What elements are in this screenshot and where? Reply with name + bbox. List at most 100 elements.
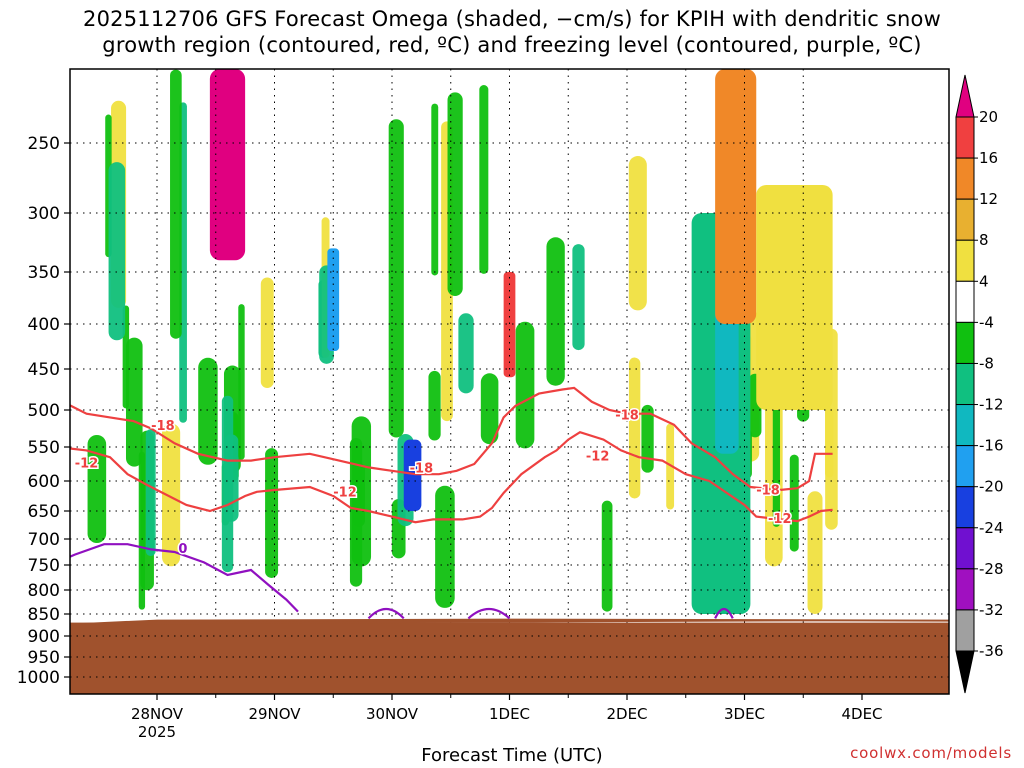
y-tick-label: 950 <box>28 648 60 668</box>
ground-fill <box>70 622 949 694</box>
colorbar-label: 16 <box>979 149 998 167</box>
y-tick-label: 750 <box>28 556 60 576</box>
colorbar-label: -8 <box>979 354 994 372</box>
y-tick-label: 450 <box>28 360 60 380</box>
contour-label: -18 <box>756 484 780 499</box>
y-tick-label: 400 <box>28 315 60 335</box>
colorbar-swatch <box>955 280 975 323</box>
x-tick-label: 1DEC <box>489 705 530 723</box>
omega-feature <box>715 303 739 454</box>
y-tick-label: 300 <box>28 204 60 224</box>
colorbar-legend: 20 16 12 8 4 -4 -8 -12 -16 -20 -24 -28 -32 -36 <box>955 74 1004 694</box>
omega-cell <box>807 491 823 614</box>
colorbar-bottom-arrow <box>955 650 975 694</box>
x-tick-label: 3DEC <box>724 705 765 723</box>
colorbar-swatch <box>955 568 975 611</box>
omega-cell <box>458 313 474 394</box>
omega-cell <box>628 156 647 311</box>
omega-cell <box>388 119 404 438</box>
y-tick-label: 850 <box>28 605 60 625</box>
colorbar-label: -24 <box>979 519 1004 537</box>
omega-feature <box>715 69 757 324</box>
colorbar-top-arrow <box>955 74 975 118</box>
colorbar-label: -28 <box>979 560 1004 578</box>
omega-cell <box>789 454 799 552</box>
colorbar-label: -12 <box>979 396 1004 414</box>
colorbar-label: -20 <box>979 478 1004 496</box>
y-tick-label: 600 <box>28 472 60 492</box>
omega-cell <box>431 103 439 276</box>
omega-cell <box>198 357 218 465</box>
colorbar-label: -32 <box>979 601 1004 619</box>
omega-cell <box>515 321 535 449</box>
y-tick-label: 900 <box>28 627 60 647</box>
contour-label: -18 <box>410 461 434 476</box>
contour-label: -18 <box>615 408 639 423</box>
omega-cell <box>87 434 107 544</box>
x-tick-label: 30NOV <box>366 705 419 723</box>
contour-label: -12 <box>75 457 99 472</box>
omega-cell <box>601 500 613 612</box>
colorbar-swatch <box>955 609 975 652</box>
credit-link[interactable]: coolwx.com/models <box>850 744 1012 762</box>
omega-cell <box>238 304 245 460</box>
colorbar-swatch <box>955 116 975 159</box>
omega-cell <box>480 373 499 445</box>
omega-cell <box>145 429 156 557</box>
y-tick-label: 550 <box>28 438 60 458</box>
omega-cell <box>546 237 565 386</box>
omega-cell <box>170 69 182 339</box>
omega-cell <box>161 423 181 567</box>
y-tick-label: 250 <box>28 134 60 154</box>
omega-cell <box>428 370 441 441</box>
omega-cell <box>435 485 455 608</box>
ground-terrain <box>70 618 949 694</box>
colorbar-swatch <box>955 404 975 447</box>
omega-feature <box>503 272 516 378</box>
contour-lines: -18 -12 0 -12 -18 -12 -18 -18 -12 <box>70 386 833 620</box>
omega-cell <box>825 407 834 478</box>
omega-cell <box>265 448 279 578</box>
contour-label: 0 <box>178 542 187 557</box>
omega-feature <box>403 439 422 511</box>
contour-label: -12 <box>768 512 792 527</box>
colorbar-label: 12 <box>979 190 998 208</box>
omega-cell <box>666 423 675 510</box>
contour-minus12 <box>70 430 833 524</box>
omega-cell <box>628 357 641 499</box>
colorbar-swatch <box>955 198 975 241</box>
chart-title-line-1: 2025112706 GFS Forecast Omega (shaded, −… <box>83 7 941 31</box>
contour-label: -12 <box>586 450 610 465</box>
x-tick-label: 4DEC <box>841 705 882 723</box>
colorbar-label: 8 <box>979 231 989 249</box>
colorbar-label: -16 <box>979 437 1004 455</box>
omega-shading-layer <box>87 69 838 614</box>
contour-minus18 <box>70 386 833 492</box>
x-tick-label: 2DEC <box>606 705 647 723</box>
colorbar-swatch <box>955 362 975 406</box>
omega-feature <box>221 69 240 157</box>
x-tick-sublabel: 2025 <box>138 723 176 741</box>
x-tick-label: 28NOV <box>131 705 184 723</box>
colorbar-label: -4 <box>979 313 994 331</box>
colorbar-swatch <box>955 239 975 282</box>
y-tick-label: 650 <box>28 502 60 522</box>
y-tick-label: 350 <box>28 263 60 283</box>
omega-feature <box>756 185 833 410</box>
colorbar-swatch <box>955 321 975 364</box>
x-tick-label: 29NOV <box>248 705 301 723</box>
colorbar-label: -36 <box>979 642 1004 660</box>
omega-cell <box>125 337 143 467</box>
omega-cell <box>221 395 234 573</box>
colorbar-swatch <box>955 486 975 529</box>
omega-cell <box>108 162 126 341</box>
omega-cell <box>572 244 585 351</box>
y-tick-label: 700 <box>28 530 60 550</box>
colorbar-swatch <box>955 445 975 488</box>
omega-cell <box>479 85 489 274</box>
colorbar-label: 20 <box>979 108 998 126</box>
y-tick-label: 500 <box>28 401 60 421</box>
y-tick-label: 1000 <box>17 668 60 688</box>
